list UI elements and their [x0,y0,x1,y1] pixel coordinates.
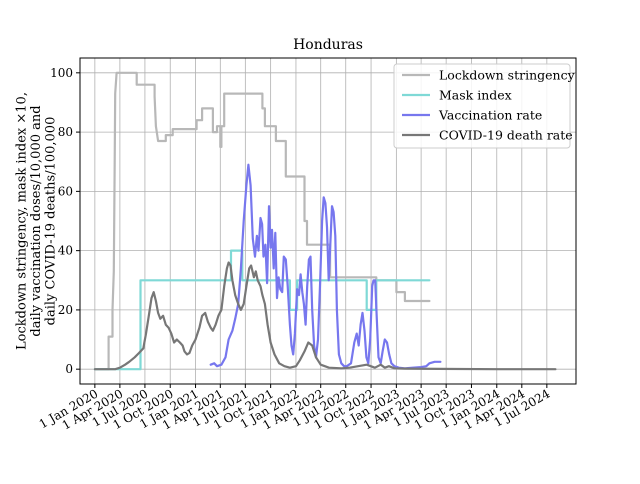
series-line-lockdown-stringency [93,71,431,371]
y-tick-label: 20 [58,303,73,317]
y-axis-label-line: Lockdown stringency, mask index ×10, [15,92,30,350]
chart-title: Honduras [293,37,363,53]
y-axis-label-line: daily vaccination doses/10,000 and [29,105,44,336]
legend-label: Mask index [439,88,512,103]
y-tick-label: 0 [65,362,73,376]
y-axis: 0 20 40 60 80 100 [50,66,80,376]
y-tick-label: 80 [58,125,73,139]
legend: Lockdown stringency Mask index Vaccination… [393,63,576,149]
y-tick-label: 40 [58,244,73,258]
y-tick-label: 100 [50,66,73,80]
legend-label: Lockdown stringency [439,68,576,83]
y-tick-label: 60 [58,184,73,198]
legend-label: Vaccination rate [438,108,542,123]
y-axis-label: Lockdown stringency, mask index ×10, dail… [15,92,59,350]
legend-label: COVID-19 death rate [439,128,573,143]
plot-frame [79,57,577,385]
series-line-covid-19-death-rate [93,261,557,371]
series-layer [93,71,557,371]
y-axis-label-line: daily COVID-19 deaths/100,000 [44,117,59,326]
legend-box [393,63,571,149]
series-line-vaccination-rate [209,163,442,370]
